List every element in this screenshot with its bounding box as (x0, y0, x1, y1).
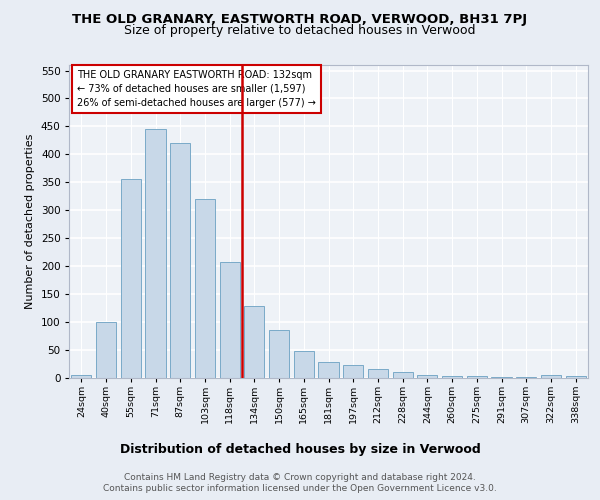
Bar (269, 330, 289, 378)
Bar (392, 372, 413, 378)
Text: THE OLD GRANARY EASTWORTH ROAD: 132sqm
← 73% of detached houses are smaller (1,5: THE OLD GRANARY EASTWORTH ROAD: 132sqm ←… (77, 70, 316, 108)
Bar (96, 322, 116, 378)
Text: Distribution of detached houses by size in Verwood: Distribution of detached houses by size … (119, 442, 481, 456)
Bar (121, 180, 141, 378)
Bar (195, 199, 215, 378)
Text: Contains public sector information licensed under the Open Government Licence v3: Contains public sector information licen… (103, 484, 497, 493)
Bar (516, 377, 536, 378)
Y-axis label: Number of detached properties: Number of detached properties (25, 134, 35, 309)
Bar (417, 374, 437, 378)
Bar (71, 374, 91, 378)
Bar (170, 143, 190, 378)
Bar (343, 365, 364, 378)
Text: Size of property relative to detached houses in Verwood: Size of property relative to detached ho… (124, 24, 476, 37)
Text: Contains HM Land Registry data © Crown copyright and database right 2024.: Contains HM Land Registry data © Crown c… (124, 472, 476, 482)
Bar (442, 376, 462, 378)
Text: THE OLD GRANARY, EASTWORTH ROAD, VERWOOD, BH31 7PJ: THE OLD GRANARY, EASTWORTH ROAD, VERWOOD… (73, 12, 527, 26)
Bar (220, 262, 240, 378)
Bar (145, 129, 166, 378)
Bar (491, 377, 512, 378)
Bar (566, 376, 586, 378)
Bar (244, 306, 265, 378)
Bar (368, 369, 388, 378)
Bar (467, 376, 487, 378)
Bar (293, 350, 314, 378)
Bar (319, 362, 338, 378)
Bar (541, 374, 561, 378)
